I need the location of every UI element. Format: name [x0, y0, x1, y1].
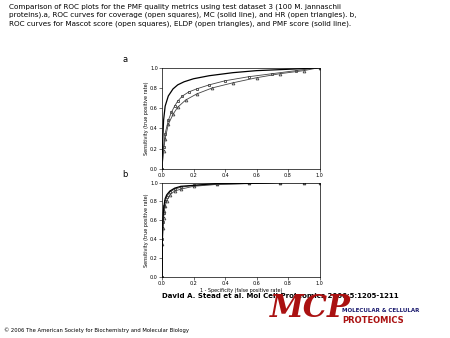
Text: b: b: [122, 170, 128, 179]
Text: David A. Stead et al. Mol Cell Proteomics 2006;5:1205-1211: David A. Stead et al. Mol Cell Proteomic…: [162, 292, 399, 298]
Text: a: a: [122, 54, 128, 64]
Text: PROTEOMICS: PROTEOMICS: [342, 316, 404, 325]
Y-axis label: Sensitivity (true positive rate): Sensitivity (true positive rate): [144, 193, 149, 267]
Text: © 2006 The American Society for Biochemistry and Molecular Biology: © 2006 The American Society for Biochemi…: [4, 327, 189, 333]
X-axis label: 1 - Specificity (false positive rate): 1 - Specificity (false positive rate): [199, 288, 282, 293]
Text: MCP: MCP: [270, 293, 351, 324]
Y-axis label: Sensitivity (true positive rate): Sensitivity (true positive rate): [144, 81, 149, 155]
Text: MOLECULAR & CELLULAR: MOLECULAR & CELLULAR: [342, 308, 419, 313]
Text: Comparison of ROC plots for the PMF quality metrics using test dataset 3 (100 M.: Comparison of ROC plots for the PMF qual…: [9, 3, 356, 27]
